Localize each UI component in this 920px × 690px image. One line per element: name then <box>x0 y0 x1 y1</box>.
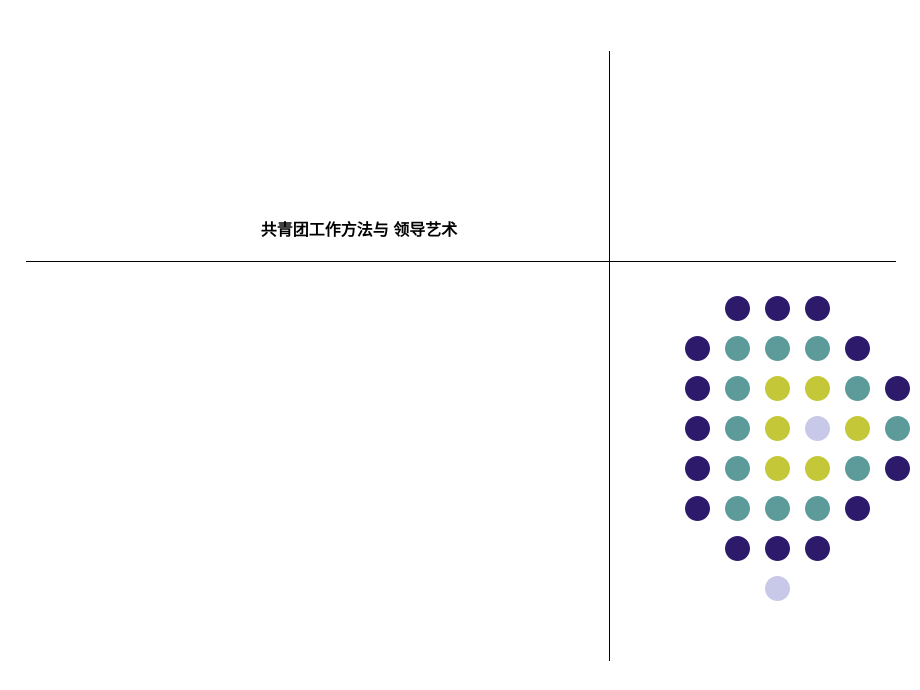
dot <box>765 456 790 481</box>
dot <box>805 336 830 361</box>
dot <box>805 296 830 321</box>
vertical-divider <box>609 51 610 661</box>
dot <box>885 416 910 441</box>
dot <box>725 456 750 481</box>
dot <box>845 456 870 481</box>
dot <box>725 416 750 441</box>
dot <box>845 416 870 441</box>
horizontal-divider <box>26 261 896 262</box>
dot <box>805 416 830 441</box>
dot <box>685 456 710 481</box>
dot <box>845 336 870 361</box>
dot <box>885 456 910 481</box>
slide: 共青团工作方法与 领导艺术 <box>0 0 920 690</box>
dot <box>805 536 830 561</box>
dot <box>765 496 790 521</box>
dot <box>805 456 830 481</box>
dot <box>765 296 790 321</box>
dot <box>885 376 910 401</box>
dot <box>725 496 750 521</box>
dot <box>805 496 830 521</box>
dot <box>725 336 750 361</box>
dot <box>845 496 870 521</box>
dot <box>765 376 790 401</box>
dot <box>845 376 870 401</box>
dot <box>765 336 790 361</box>
dot <box>725 376 750 401</box>
dot <box>725 536 750 561</box>
dot <box>765 536 790 561</box>
dot <box>685 376 710 401</box>
dot <box>685 496 710 521</box>
dot <box>685 416 710 441</box>
slide-title: 共青团工作方法与 领导艺术 <box>261 216 457 240</box>
dot <box>725 296 750 321</box>
dot <box>805 376 830 401</box>
dot <box>765 576 790 601</box>
dot <box>765 416 790 441</box>
dot <box>685 336 710 361</box>
